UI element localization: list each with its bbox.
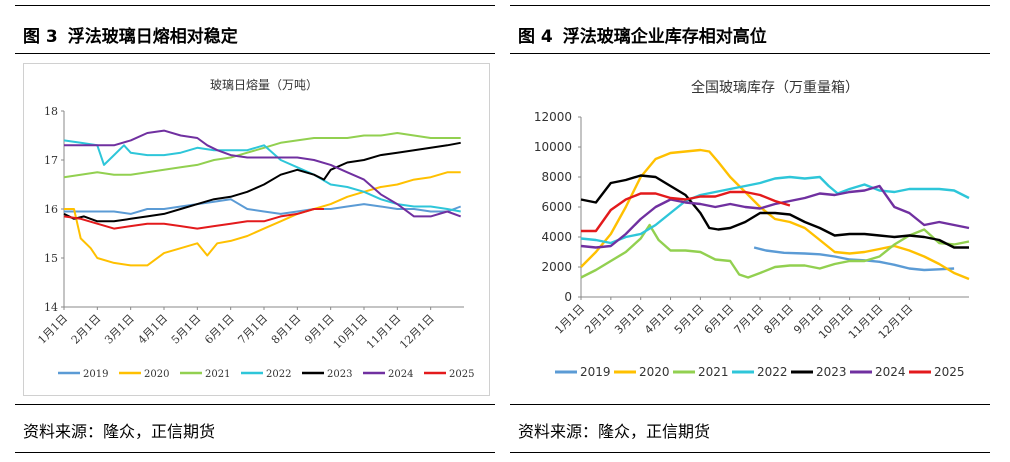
- chart-title: 全国玻璃库存（万重量箱）: [691, 79, 859, 96]
- y-tick-label: 0: [564, 290, 572, 304]
- series-line-2023: [580, 174, 969, 249]
- title-rule: [15, 53, 495, 54]
- legend-label-2022: 2022: [266, 369, 291, 380]
- y-tick-label: 4000: [541, 230, 572, 244]
- legend-label-2019: 2019: [580, 365, 611, 379]
- legend-label-2020: 2020: [639, 365, 670, 379]
- top-rule: [510, 5, 990, 6]
- title-rule: [510, 53, 990, 54]
- figure-caption: 浮法玻璃企业库存相对高位: [562, 27, 767, 47]
- x-tick-label: 3月1日: [102, 312, 137, 347]
- series-line-2022: [580, 175, 970, 245]
- legend-label-2024: 2024: [388, 369, 413, 380]
- x-tick-label: 1月1日: [35, 312, 70, 347]
- legend-label-2025: 2025: [449, 369, 474, 380]
- x-tick-label: 8月1日: [269, 312, 304, 347]
- chart-title: 玻璃日熔量（万吨）: [210, 77, 318, 92]
- x-tick-label: 5月1日: [169, 312, 204, 347]
- x-tick-label: 11月1日: [364, 312, 404, 352]
- y-tick-label: 12000: [534, 110, 572, 124]
- legend-label-2024: 2024: [875, 365, 906, 379]
- top-rule: [15, 5, 495, 6]
- series-line-2025: [581, 190, 791, 233]
- x-tick-label: 4月1日: [642, 302, 677, 337]
- legend-label-2019: 2019: [83, 369, 108, 380]
- figure-number: 图 3: [23, 27, 58, 47]
- inventory-chart-frame: 全国玻璃库存（万重量箱） 0 2000 4000 6000 8000 10000 12000 1…: [518, 63, 985, 396]
- legend-label-2025: 2025: [934, 365, 965, 379]
- melt-chart-frame: 玻璃日熔量（万吨） 14 15 16 17 18 1月1日 2月1日 3月1日 4月1日 5月1日 6…: [23, 63, 490, 396]
- x-tick-label: 7月1日: [732, 302, 767, 337]
- series-line-2022: [63, 139, 461, 213]
- series-line-2020: [64, 171, 461, 267]
- x-tick-label: 3月1日: [612, 302, 647, 337]
- x-tick-label: 5月1日: [672, 302, 707, 337]
- figure-number: 图 4: [518, 27, 553, 47]
- series-line-2024: [580, 184, 970, 249]
- bottom-rule: [15, 452, 495, 453]
- legend-label-2021: 2021: [698, 365, 729, 379]
- series-line-2025: [63, 208, 324, 230]
- x-tick-label: 4月1日: [135, 312, 170, 347]
- source-note: 资料来源：隆众，正信期货: [23, 422, 216, 441]
- y-tick-label: 15: [44, 252, 58, 265]
- y-tick-label: 2000: [541, 260, 572, 274]
- x-tick-label: 6月1日: [702, 302, 737, 337]
- x-tick-label: 8月1日: [761, 302, 796, 337]
- inventory-chart: 全国玻璃库存（万重量箱） 0 2000 4000 6000 8000 10000 12000 1…: [534, 79, 970, 379]
- x-tick-label: 2月1日: [582, 302, 617, 337]
- x-tick-label: 6月1日: [202, 312, 237, 347]
- y-tick-label: 16: [44, 203, 58, 216]
- legend-label-2023: 2023: [816, 365, 847, 379]
- source-rule: [15, 404, 495, 405]
- y-tick-label: 18: [44, 105, 58, 118]
- series-line-2021: [63, 132, 461, 179]
- bottom-rule: [510, 452, 990, 453]
- x-tick-label: 12月1日: [397, 312, 437, 352]
- y-tick-label: 6000: [541, 200, 572, 214]
- legend-label-2020: 2020: [144, 369, 169, 380]
- series-line-2024: [64, 129, 462, 218]
- y-tick-label: 8000: [541, 170, 572, 184]
- figure-title: 图 3 浮法玻璃日熔相对稳定: [23, 22, 238, 47]
- series-line-2023: [63, 141, 461, 223]
- y-tick-label: 10000: [534, 140, 572, 154]
- figure-3-panel: 图 3 浮法玻璃日熔相对稳定 玻璃日熔量（万吨） 14 15 16 17 18 1月1日 2月1…: [15, 0, 495, 462]
- source-note: 资料来源：隆众，正信期货: [518, 422, 711, 441]
- y-tick-label: 14: [44, 301, 58, 314]
- legend-label-2021: 2021: [205, 369, 230, 380]
- x-tick-label: 1月1日: [552, 302, 587, 337]
- figure-4-panel: 图 4 浮法玻璃企业库存相对高位 全国玻璃库存（万重量箱） 0 2000 4000 600…: [510, 0, 990, 462]
- series-line-2019: [64, 198, 462, 215]
- legend-label-2022: 2022: [757, 365, 788, 379]
- figure-caption: 浮法玻璃日熔相对稳定: [67, 27, 238, 47]
- y-tick-label: 17: [44, 154, 58, 167]
- x-tick-label: 10月1日: [331, 312, 371, 352]
- x-tick-label: 2月1日: [69, 312, 104, 347]
- figure-title: 图 4 浮法玻璃企业库存相对高位: [518, 22, 767, 47]
- x-tick-label: 7月1日: [235, 312, 270, 347]
- source-rule: [510, 404, 990, 405]
- legend-label-2023: 2023: [327, 369, 352, 380]
- melt-volume-chart: 玻璃日熔量（万吨） 14 15 16 17 18 1月1日2月1日3月1日4月1日5月1日6…: [35, 77, 474, 380]
